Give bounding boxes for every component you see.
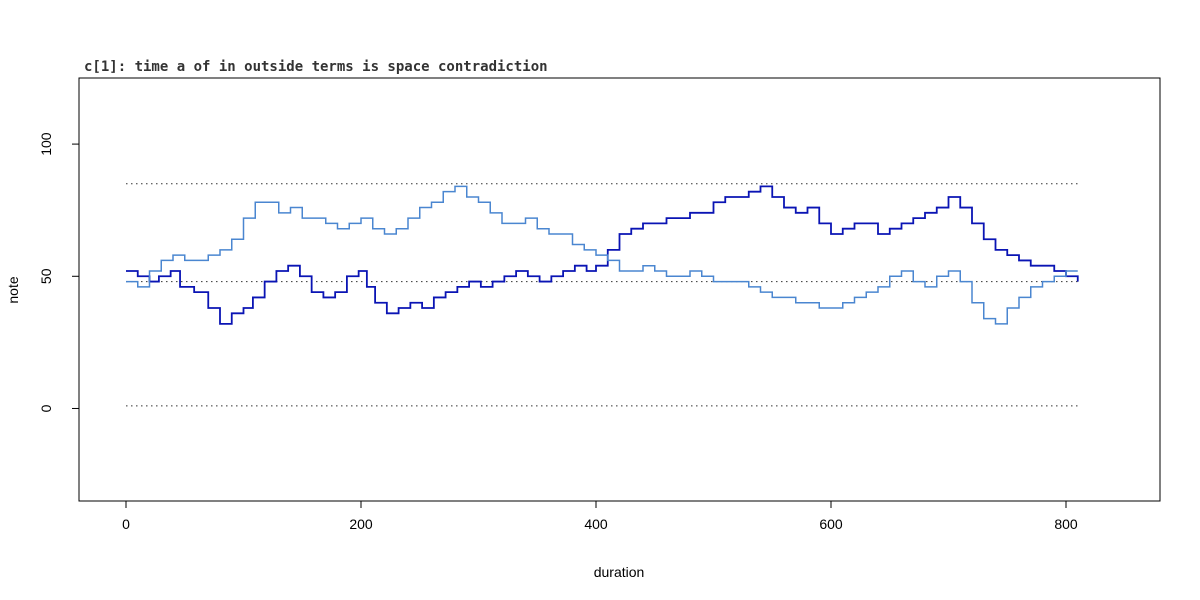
x-tick-label: 0 xyxy=(122,516,130,532)
y-axis-label: note xyxy=(5,276,21,303)
y-tick-label: 100 xyxy=(38,132,54,156)
x-axis: 0 200 400 600 800 xyxy=(122,500,1078,532)
x-tick-label: 400 xyxy=(584,516,608,532)
series-line-1 xyxy=(126,185,1078,325)
reference-lines xyxy=(126,183,1078,407)
y-tick-label: 50 xyxy=(38,268,54,284)
series-layer xyxy=(126,185,1079,325)
y-tick-label: 0 xyxy=(38,404,54,412)
x-tick-label: 600 xyxy=(819,516,843,532)
x-tick-label: 800 xyxy=(1054,516,1078,532)
chart-title: c[1]: time a of in outside terms is spac… xyxy=(84,59,548,75)
y-axis: 0 50 100 xyxy=(38,132,80,412)
x-axis-label: duration xyxy=(594,564,645,580)
plot-frame xyxy=(78,77,1161,502)
x-tick-label: 200 xyxy=(349,516,373,532)
series-line-0 xyxy=(126,185,1079,325)
